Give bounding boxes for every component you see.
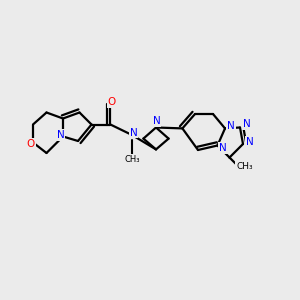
Text: N: N [246,136,254,147]
Text: N: N [219,143,227,153]
Text: O: O [108,97,116,107]
Text: CH₃: CH₃ [236,162,253,171]
Text: N: N [227,121,235,131]
Text: N: N [57,130,64,140]
Text: N: N [153,116,160,126]
Text: O: O [26,139,35,149]
Text: CH₃: CH₃ [124,154,140,164]
Text: N: N [130,128,137,138]
Text: N: N [243,119,250,129]
